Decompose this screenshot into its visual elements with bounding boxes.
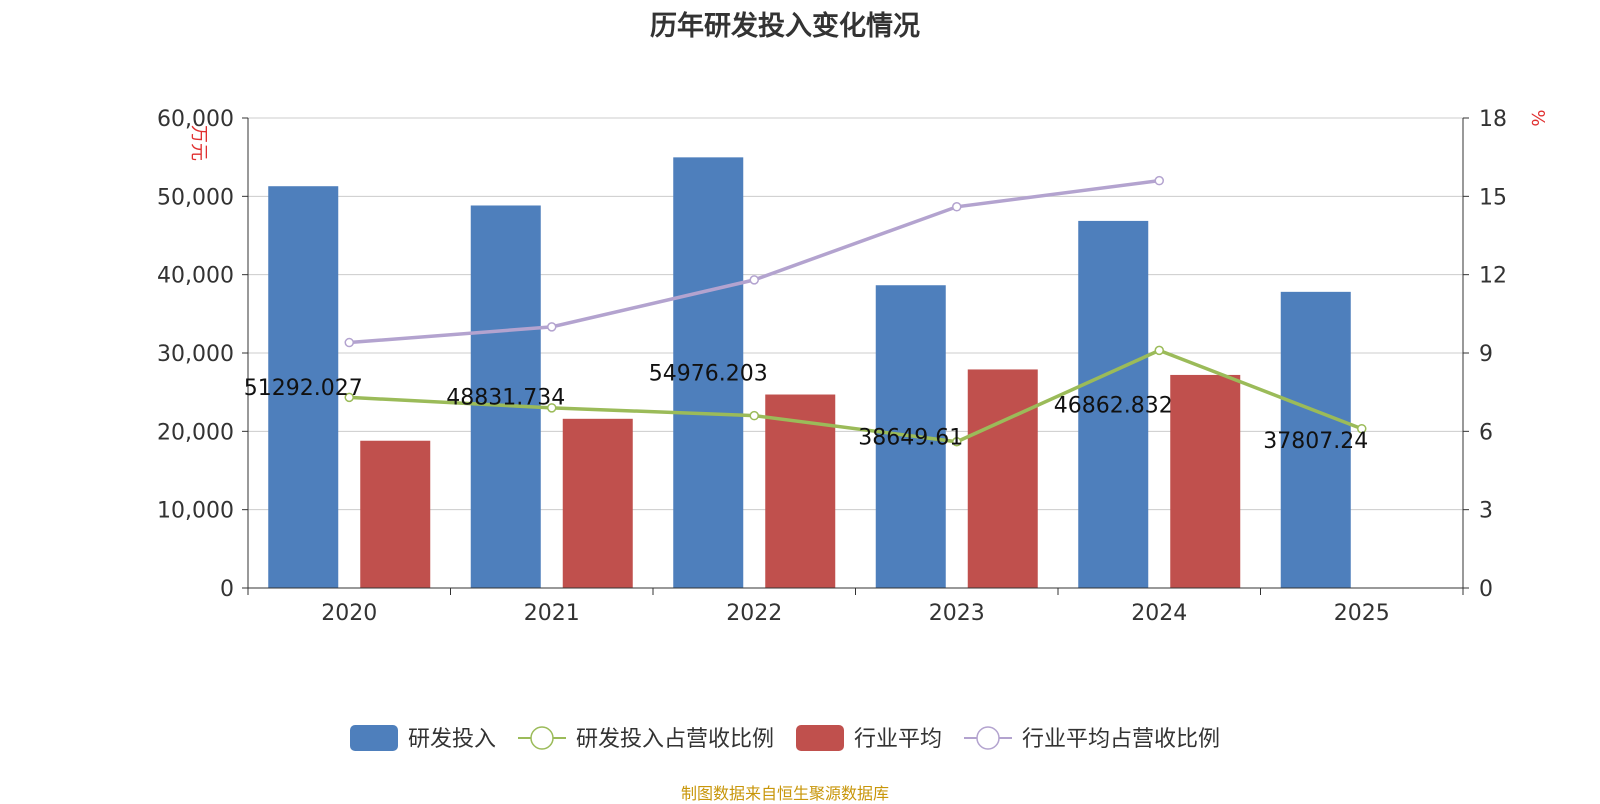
y-left-tick-label: 20,000 (157, 420, 234, 445)
y-right-tick-label: 15 (1479, 185, 1507, 210)
rd-investment-data-label: 48831.734 (446, 386, 565, 411)
legend-bar-swatch (796, 725, 844, 751)
y-left-tick-label: 60,000 (157, 107, 234, 132)
rd-ratio-line (349, 348, 1363, 444)
legend-label: 研发投入 (408, 727, 496, 752)
rd-investment-bar[interactable] (673, 157, 744, 588)
x-tick-label: 2022 (726, 601, 782, 626)
rd-ratio-point[interactable] (749, 410, 759, 421)
industry-average-bar[interactable] (360, 440, 431, 588)
label-layer: 51292.027 48831.734 54976.203 38649.61 46862… (244, 362, 1368, 454)
legend-bar-swatch (350, 725, 398, 751)
y-right-tick-label: 18 (1479, 107, 1507, 132)
rd-investment-data-label: 51292.027 (244, 376, 363, 401)
y-left-axis-label: 万元 (188, 125, 209, 161)
rd-investment-bar[interactable] (470, 205, 541, 589)
axis-layer: 0 10,000 20,000 30,000 40,000 50,000 60,000 0 3 6… (157, 107, 1548, 626)
industry-ratio-point[interactable] (1154, 175, 1164, 186)
legend-label: 行业平均 (854, 727, 942, 752)
y-right-tick-label: 3 (1479, 499, 1493, 524)
industry-ratio-point[interactable] (344, 337, 354, 348)
industry-ratio-point[interactable] (952, 202, 962, 212)
rd-ratio-point[interactable] (1357, 423, 1367, 434)
y-left-tick-label: 30,000 (157, 342, 234, 367)
legend-marker (530, 726, 554, 750)
y-right-tick-label: 6 (1479, 420, 1493, 445)
rd-investment-data-label: 38649.61 (858, 426, 963, 451)
rd-ratio-point[interactable] (952, 437, 962, 447)
industry-average-bar[interactable] (967, 369, 1038, 588)
industry-average-bar[interactable] (1170, 374, 1241, 588)
y-left-tick-label: 0 (220, 577, 234, 602)
y-left-tick-label: 50,000 (157, 185, 234, 210)
industry-ratio-point[interactable] (749, 275, 759, 285)
legend-item[interactable]: 行业平均占营收比例 (964, 726, 1220, 752)
legend[interactable]: 研发投入 研发投入占营收比例 行业平均 行业平均占营收比例 (350, 725, 1220, 752)
industry-average-bar[interactable] (765, 394, 836, 588)
bar-layer (268, 157, 1351, 589)
legend-item[interactable]: 行业平均 (796, 725, 942, 752)
legend-label: 研发投入占营收比例 (576, 727, 774, 752)
x-tick-label: 2025 (1334, 601, 1390, 626)
y-left-tick-label: 40,000 (157, 264, 234, 289)
legend-item[interactable]: 研发投入占营收比例 (518, 726, 774, 752)
rd-investment-bar[interactable] (1280, 291, 1351, 588)
y-right-axis-label: % (1527, 109, 1548, 126)
y-right-tick-label: 9 (1479, 342, 1493, 367)
chart-title: 历年研发投入变化情况 (650, 11, 920, 42)
legend-label: 行业平均占营收比例 (1022, 727, 1220, 752)
legend-item[interactable]: 研发投入 (350, 725, 496, 752)
line-layer (344, 175, 1367, 447)
source-note: 制图数据来自恒生聚源数据库 (680, 784, 889, 803)
rd-ratio-point[interactable] (547, 403, 557, 413)
y-right-tick-label: 12 (1479, 264, 1507, 289)
rd-investment-bar[interactable] (268, 186, 339, 588)
x-tick-label: 2021 (524, 601, 580, 626)
industry-ratio-point[interactable] (547, 322, 557, 332)
x-tick-label: 2020 (321, 601, 377, 626)
rd-ratio-point[interactable] (344, 392, 354, 403)
x-tick-label: 2024 (1131, 601, 1187, 626)
industry-average-bar[interactable] (562, 418, 633, 588)
x-tick-label: 2023 (929, 601, 985, 626)
y-left-tick-label: 10,000 (157, 499, 234, 524)
rd-investment-data-label: 54976.203 (649, 362, 768, 387)
rd-investment-data-label: 46862.832 (1054, 393, 1173, 418)
legend-marker (976, 726, 1000, 750)
grid-layer (248, 117, 1463, 511)
rd-investment-data-label: 37807.24 (1263, 429, 1368, 454)
rd-investment-bar[interactable] (1078, 220, 1149, 588)
y-right-tick-label: 0 (1479, 577, 1493, 602)
rd-ratio-point[interactable] (1154, 345, 1164, 356)
